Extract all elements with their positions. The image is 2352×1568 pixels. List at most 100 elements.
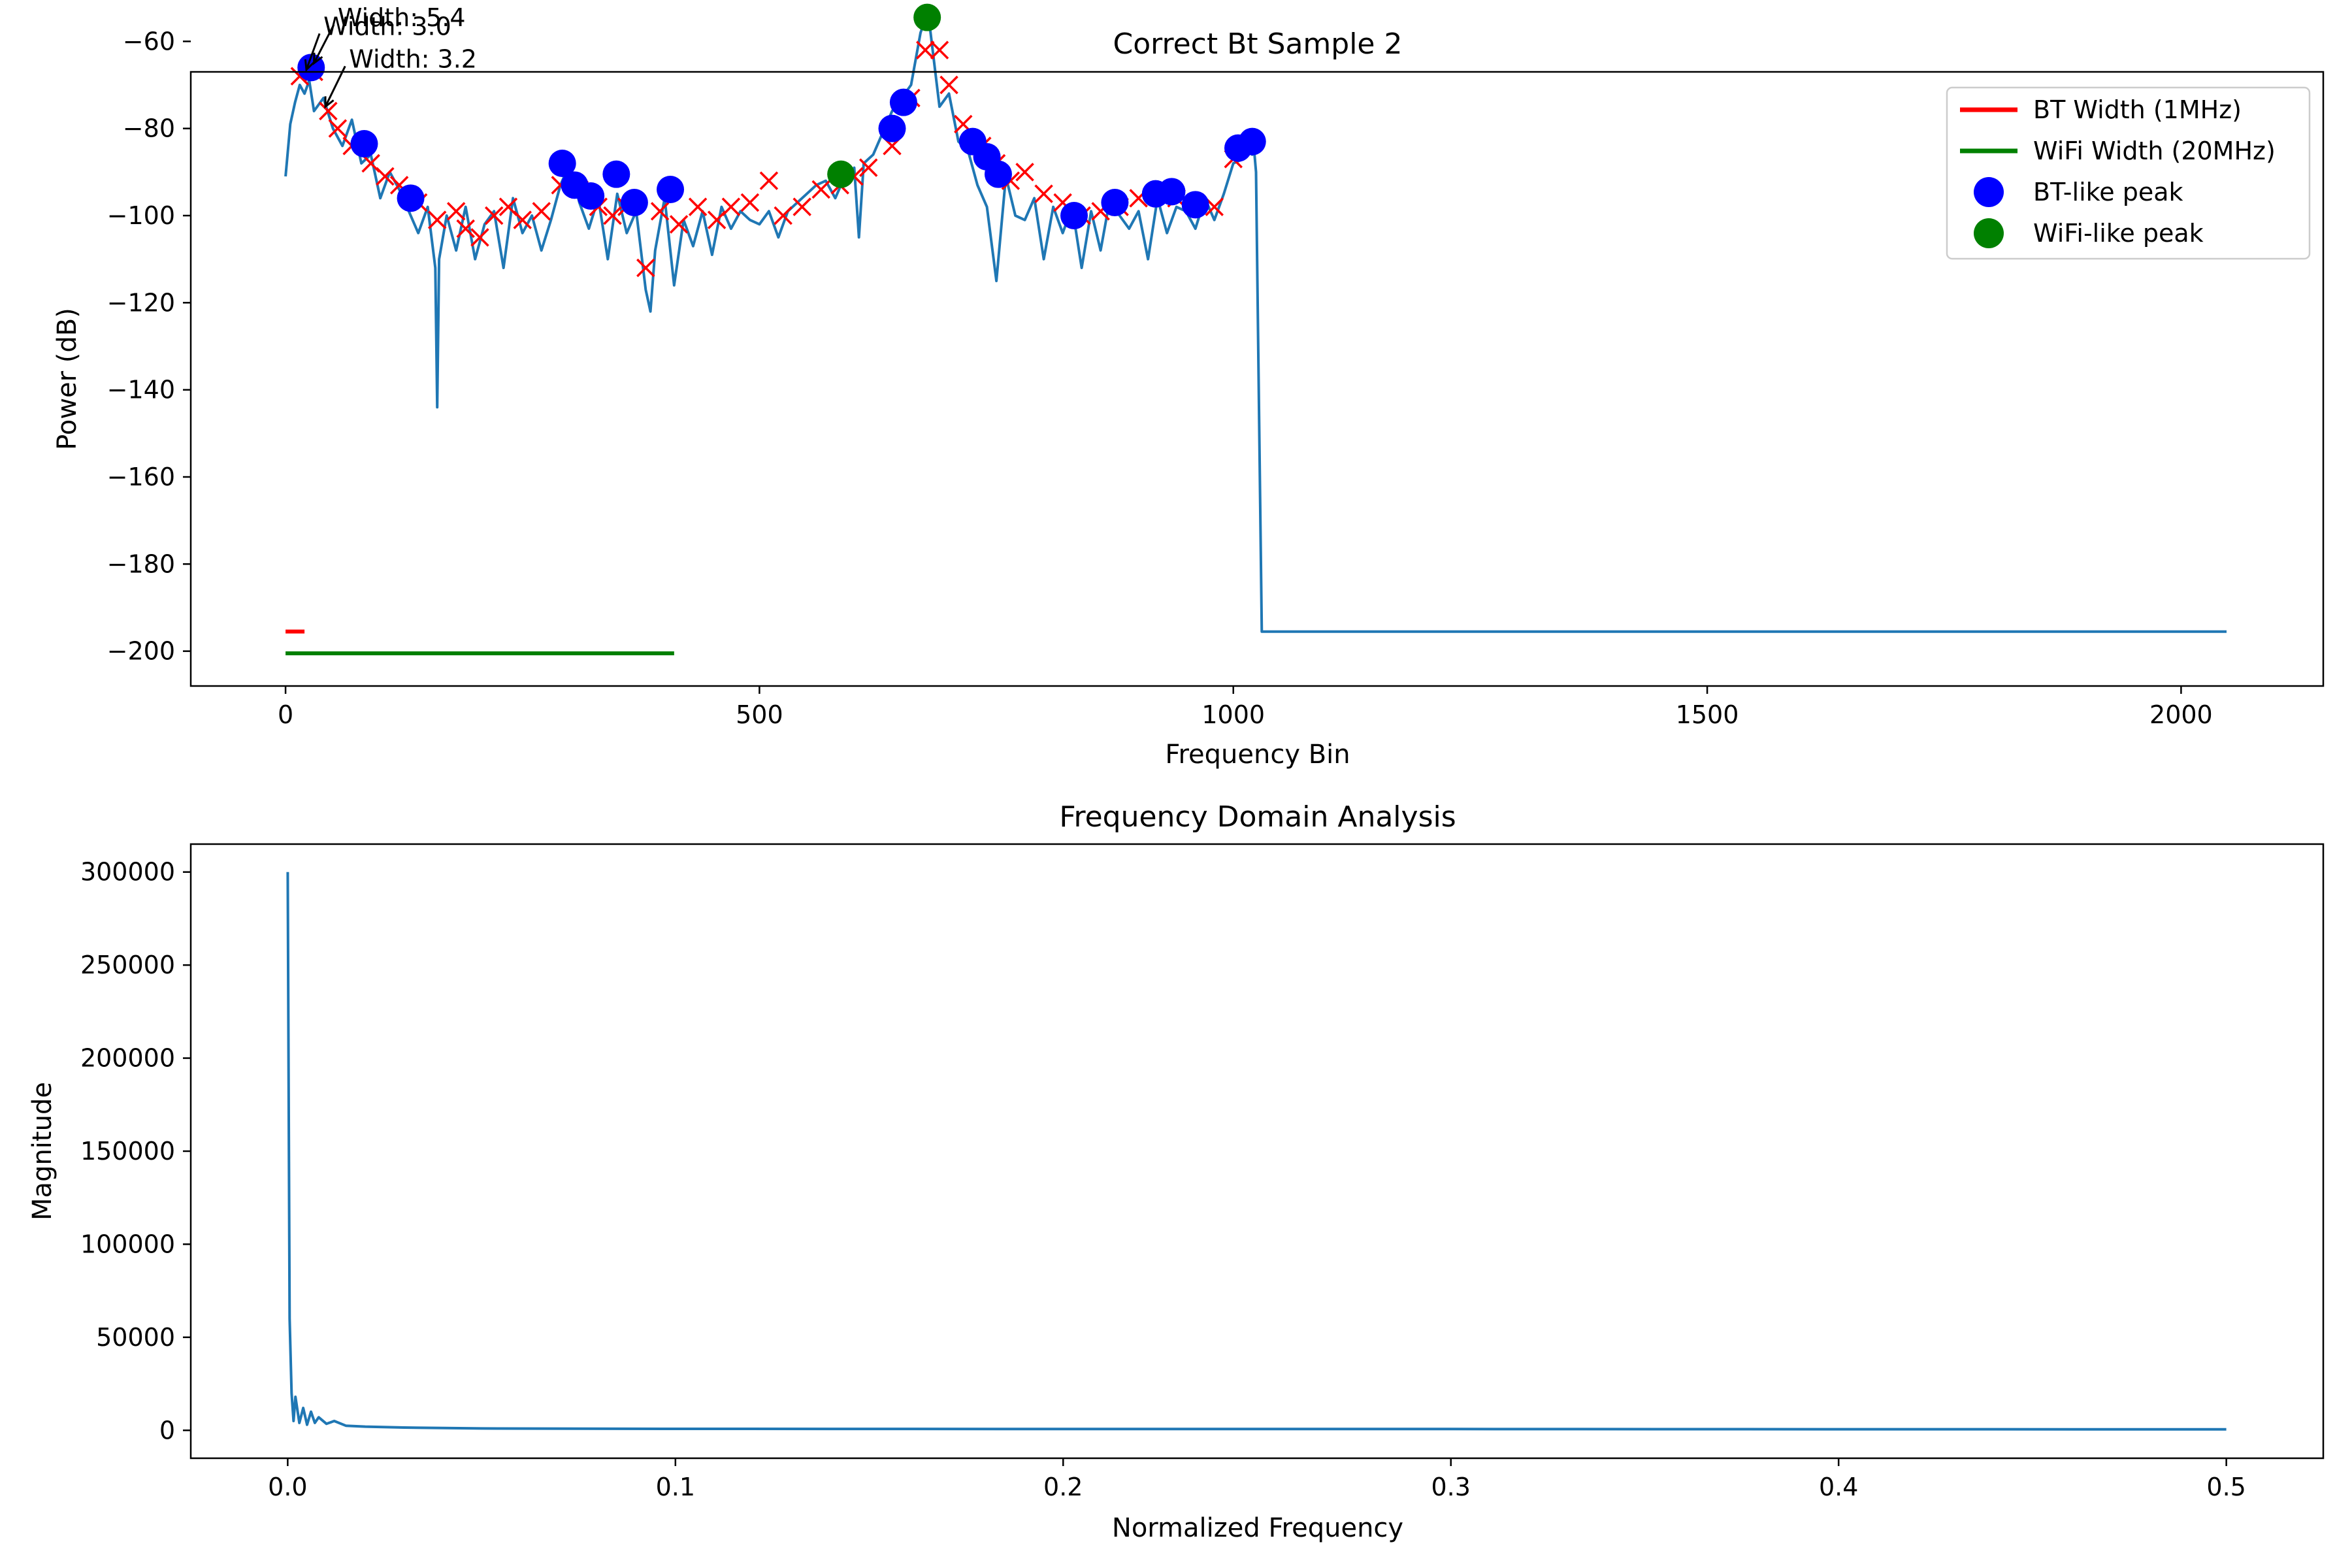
wifi-peak-marker bbox=[913, 3, 941, 31]
legend-box bbox=[1946, 86, 2311, 260]
bottom-plot-area bbox=[286, 872, 2227, 1431]
bt-peak-marker bbox=[1060, 202, 1088, 229]
peak-x-marker bbox=[532, 202, 551, 221]
peak-x-marker bbox=[446, 202, 466, 221]
peak-x-marker bbox=[456, 219, 475, 238]
bottom-y-axis-label: Magnitude bbox=[27, 1082, 57, 1220]
peak-x-marker bbox=[740, 193, 760, 212]
bt-peak-marker bbox=[1181, 191, 1209, 219]
y-tick-label: 200000 bbox=[80, 1044, 175, 1073]
y-tick-label: 150000 bbox=[80, 1137, 175, 1166]
top-plot-frame bbox=[189, 71, 2325, 687]
peak-x-marker bbox=[669, 215, 689, 234]
annotation-arrow bbox=[324, 65, 346, 107]
legend-bt-width-label: BT Width (1MHz) bbox=[2033, 95, 2242, 124]
y-tick-label: −100 bbox=[107, 201, 175, 230]
x-tick-label: 0.0 bbox=[268, 1473, 307, 1501]
x-tick-label: 0 bbox=[278, 700, 293, 729]
x-tick-label: 0.5 bbox=[2206, 1473, 2246, 1501]
y-tick-label: 0 bbox=[159, 1416, 175, 1445]
bt-peak-marker bbox=[548, 150, 576, 177]
y-tick-label: −180 bbox=[107, 549, 175, 578]
bt-peak-marker bbox=[397, 184, 425, 212]
peak-x-marker bbox=[1034, 184, 1053, 203]
y-tick-label: −160 bbox=[107, 463, 175, 491]
peak-x-marker bbox=[319, 101, 338, 121]
annotation-label: Width: 5.4 bbox=[338, 3, 466, 32]
bt-peak-marker bbox=[889, 88, 917, 116]
peak-x-marker bbox=[1015, 163, 1034, 182]
legend-wifi-peak-swatch bbox=[1974, 218, 2004, 248]
peak-x-marker bbox=[427, 210, 447, 229]
wifi-peak-marker bbox=[827, 160, 855, 188]
bottom-chart-title: Frequency Domain Analysis bbox=[1059, 800, 1456, 834]
top-legend: BT Width (1MHz) WiFi Width (20MHz) BT-li… bbox=[1946, 86, 2311, 260]
magnitude-line bbox=[286, 872, 2227, 1431]
peak-x-marker bbox=[636, 258, 655, 278]
annotation-label: Width: 3.2 bbox=[349, 44, 477, 73]
x-tick-label: 0.1 bbox=[656, 1473, 695, 1501]
legend-wifi-width-label: WiFi Width (20MHz) bbox=[2033, 137, 2276, 165]
peak-x-marker bbox=[688, 197, 708, 216]
bt-peak-marker bbox=[602, 160, 630, 188]
peak-x-marker bbox=[939, 75, 958, 95]
top-x-axis: 0 500 1000 1500 2000 bbox=[278, 686, 2213, 729]
annotation-label: Width: 3.0 bbox=[323, 12, 451, 41]
y-tick-label: −60 bbox=[123, 27, 175, 56]
peak-x-marker bbox=[650, 202, 670, 221]
bt-peak-marker bbox=[577, 182, 605, 210]
y-tick-label: −200 bbox=[107, 637, 175, 666]
peak-x-marker bbox=[774, 206, 792, 225]
top-x-axis-label: Frequency Bin bbox=[1165, 740, 1350, 770]
bt-peak-marker bbox=[1158, 178, 1186, 206]
peak-x-marker bbox=[811, 180, 830, 199]
peak-x-marker bbox=[792, 197, 811, 216]
annotation-arrow bbox=[313, 24, 335, 64]
bottom-y-axis: 0 50000 100000 150000 200000 250000 300000 bbox=[80, 858, 191, 1445]
peak-x-marker bbox=[470, 228, 489, 247]
peak-x-marker bbox=[916, 41, 935, 59]
x-tick-label: 0.2 bbox=[1043, 1473, 1083, 1501]
bottom-x-axis: 0.0 0.1 0.2 0.3 0.4 0.5 bbox=[268, 1458, 2246, 1501]
bt-peak-marker bbox=[878, 114, 906, 142]
peak-x-marker bbox=[759, 171, 779, 190]
top-y-axis-label: Power (dB) bbox=[52, 308, 82, 450]
top-chart-title: Correct Bt Sample 2 bbox=[1113, 27, 1403, 61]
peak-x-marker bbox=[930, 41, 949, 59]
y-tick-label: 300000 bbox=[80, 858, 175, 887]
spectrum-line bbox=[284, 18, 2227, 633]
x-tick-label: 1000 bbox=[1201, 700, 1265, 729]
bt-peak-marker bbox=[350, 130, 378, 157]
x-tick-label: 1500 bbox=[1676, 700, 1739, 729]
y-tick-label: 100000 bbox=[80, 1230, 175, 1258]
x-tick-label: 500 bbox=[736, 700, 783, 729]
x-tick-label: 2000 bbox=[2149, 700, 2213, 729]
peak-x-marker bbox=[513, 210, 532, 229]
peak-x-marker bbox=[858, 158, 878, 177]
x-tick-label: 0.4 bbox=[1819, 1473, 1858, 1501]
y-tick-label: −120 bbox=[107, 288, 175, 317]
peak-x-marker bbox=[376, 167, 395, 186]
bottom-chart: Frequency Domain Analysis 0.0 0.1 0.2 0.3 0.… bbox=[27, 800, 2325, 1543]
peak-x-marker bbox=[603, 206, 622, 225]
bottom-x-axis-label: Normalized Frequency bbox=[1112, 1513, 1403, 1543]
peak-x-marker bbox=[1205, 197, 1224, 216]
legend-bt-peak-swatch bbox=[1974, 177, 2004, 207]
y-tick-label: 250000 bbox=[80, 951, 175, 979]
y-tick-label: 50000 bbox=[96, 1323, 175, 1352]
bt-peak-marker bbox=[657, 176, 685, 203]
y-tick-label: −140 bbox=[107, 376, 175, 404]
annotation-arrow bbox=[305, 33, 321, 71]
annotation-arrowhead bbox=[304, 59, 315, 72]
annotation-arrowhead bbox=[324, 96, 335, 109]
top-y-axis: −60 −80 −100 −120 −140 −160 −180 −200 bbox=[107, 27, 191, 666]
peak-x-marker bbox=[328, 119, 348, 138]
y-tick-label: −80 bbox=[123, 114, 175, 143]
bt-peak-marker bbox=[620, 189, 648, 216]
legend-bt-peak-label: BT-like peak bbox=[2033, 178, 2183, 206]
peak-x-marker bbox=[721, 197, 741, 216]
